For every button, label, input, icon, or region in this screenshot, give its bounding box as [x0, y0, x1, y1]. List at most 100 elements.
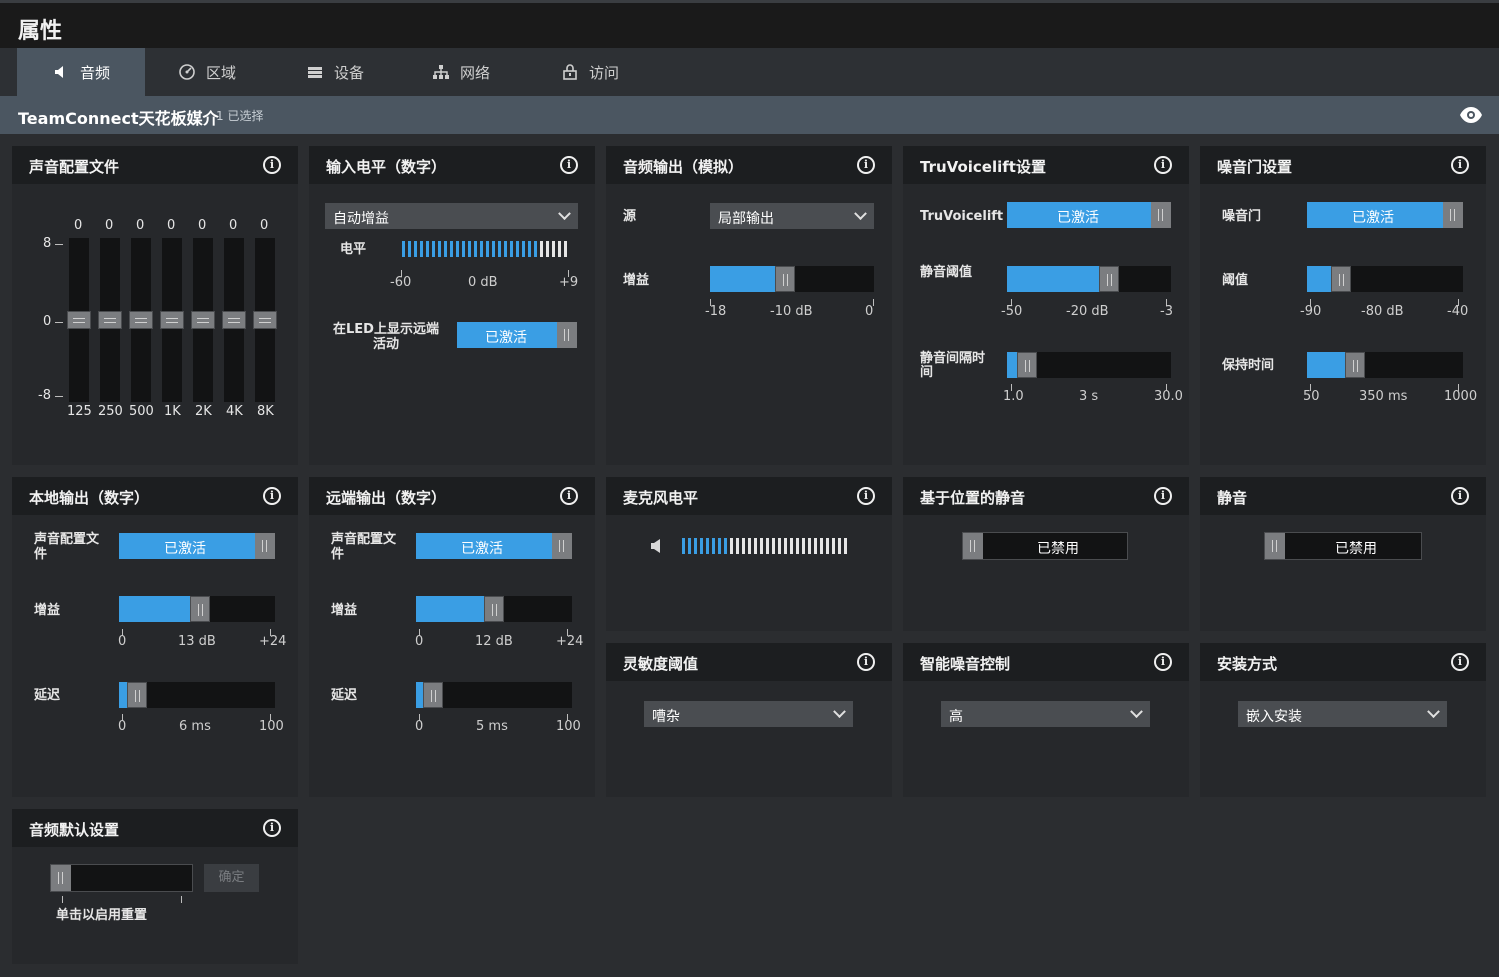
hold-time-slider[interactable]	[1307, 352, 1463, 378]
meter-bar	[510, 241, 513, 257]
tab-access[interactable]: 访问	[561, 48, 619, 96]
eq-band-slider[interactable]	[191, 238, 215, 402]
info-icon[interactable]: i	[1451, 653, 1469, 671]
eq-band-freq: 250	[98, 404, 123, 419]
tab-audio[interactable]: 音频	[17, 48, 145, 96]
tab-network[interactable]: 网络	[432, 48, 490, 96]
delay-label: 延迟	[34, 688, 61, 703]
slider-thumb[interactable]	[1331, 266, 1351, 292]
panel-title: 音频输出（模拟）	[623, 158, 744, 176]
info-icon[interactable]: i	[1154, 653, 1172, 671]
source-select[interactable]: 局部输出	[710, 203, 874, 229]
tick-label: 30.0	[1154, 389, 1183, 404]
info-icon[interactable]: i	[263, 156, 281, 174]
eye-icon[interactable]	[1459, 105, 1483, 125]
slider-thumb[interactable]	[127, 682, 147, 708]
slider-thumb[interactable]	[129, 311, 153, 329]
profile-toggle[interactable]: 已激活	[416, 533, 572, 559]
tick-label: -18	[705, 304, 727, 319]
slider-thumb[interactable]	[160, 311, 184, 329]
sensitivity-select[interactable]: 嘈杂	[644, 701, 853, 727]
meter-bar	[832, 538, 835, 554]
info-icon[interactable]: i	[857, 487, 875, 505]
tick-label: 100	[259, 719, 284, 734]
slider-thumb[interactable]	[190, 596, 210, 622]
eq-band-freq: 1K	[164, 404, 181, 419]
eq-axis-bottom: -8	[38, 388, 51, 403]
threshold-slider[interactable]	[1307, 266, 1463, 292]
eq-band-slider[interactable]	[222, 238, 246, 402]
mute-interval-slider[interactable]	[1007, 352, 1171, 378]
info-icon[interactable]: i	[857, 653, 875, 671]
truvoicelift-toggle[interactable]: 已激活	[1007, 202, 1171, 228]
toggle-label: 已激活	[164, 541, 206, 557]
reset-toggle[interactable]	[50, 864, 193, 892]
panel-title: 麦克风电平	[623, 489, 699, 507]
led-toggle[interactable]: 已激活	[457, 322, 577, 348]
mute-threshold-slider[interactable]	[1007, 266, 1171, 292]
noise-gate-toggle[interactable]: 已激活	[1307, 202, 1463, 228]
meter-bar	[706, 538, 709, 554]
meter-bar	[772, 538, 775, 554]
panel-audio-out: 音频输出（模拟） i 源 局部输出 增益 -18 -10 dB 0	[606, 146, 892, 465]
eq-axis-mid: 0	[43, 314, 52, 329]
slider-thumb[interactable]	[67, 311, 91, 329]
confirm-button[interactable]: 确定	[204, 864, 259, 892]
source-label: 源	[623, 209, 637, 224]
gain-slider[interactable]	[416, 596, 572, 622]
mounting-select[interactable]: 嵌入安装	[1238, 701, 1447, 727]
eq-band-slider[interactable]	[67, 238, 91, 402]
slider-thumb[interactable]	[423, 682, 443, 708]
toggle-label: 已激活	[1057, 210, 1099, 226]
meter-bar	[748, 538, 751, 554]
tick-label: 350 ms	[1359, 389, 1408, 404]
noise-control-select[interactable]: 高	[941, 701, 1150, 727]
slider-thumb[interactable]	[253, 311, 277, 329]
speaker-icon	[54, 66, 63, 78]
slider-thumb[interactable]	[191, 311, 215, 329]
info-icon[interactable]: i	[1154, 487, 1172, 505]
info-icon[interactable]: i	[857, 156, 875, 174]
gain-slider[interactable]	[710, 266, 874, 292]
position-mute-toggle[interactable]: 已禁用	[962, 532, 1128, 560]
tick-label: -40	[1447, 304, 1469, 319]
slider-thumb[interactable]	[222, 311, 246, 329]
mute-toggle[interactable]: 已禁用	[1264, 532, 1422, 560]
delay-slider[interactable]	[416, 682, 572, 708]
tab-device[interactable]: 设备	[306, 48, 364, 96]
meter-bar	[474, 241, 477, 257]
tab-zone[interactable]: 区域	[178, 48, 236, 96]
slider-thumb[interactable]	[775, 266, 795, 292]
gain-slider[interactable]	[119, 596, 275, 622]
slider-thumb[interactable]	[484, 596, 504, 622]
info-icon[interactable]: i	[1451, 487, 1469, 505]
info-icon[interactable]: i	[263, 819, 281, 837]
meter-bar	[462, 241, 465, 257]
eq-band-slider[interactable]	[129, 238, 153, 402]
eq-band-slider[interactable]	[160, 238, 184, 402]
toggle-label: 已激活	[1352, 210, 1394, 226]
info-icon[interactable]: i	[1451, 156, 1469, 174]
meter-bar	[540, 241, 543, 257]
info-icon[interactable]: i	[560, 156, 578, 174]
slider-thumb[interactable]	[1017, 352, 1037, 378]
eq-band-value: 0	[198, 218, 207, 233]
slider-thumb[interactable]	[98, 311, 122, 329]
slider-thumb[interactable]	[1099, 266, 1119, 292]
info-icon[interactable]: i	[560, 487, 578, 505]
profile-toggle[interactable]: 已激活	[119, 533, 275, 559]
meter-bar	[438, 241, 441, 257]
tick-label: +24	[259, 634, 287, 649]
meter-bar	[480, 241, 483, 257]
delay-slider[interactable]	[119, 682, 275, 708]
meter-bar	[534, 241, 537, 257]
eq-band-slider[interactable]	[253, 238, 277, 402]
info-icon[interactable]: i	[263, 487, 281, 505]
slider-thumb[interactable]	[1345, 352, 1365, 378]
panel-title: 输入电平（数字）	[326, 158, 447, 176]
info-icon[interactable]: i	[1154, 156, 1172, 174]
meter-bar	[694, 538, 697, 554]
eq-band-slider[interactable]	[98, 238, 122, 402]
meter-bar	[778, 538, 781, 554]
gain-mode-select[interactable]: 自动增益	[325, 203, 578, 229]
